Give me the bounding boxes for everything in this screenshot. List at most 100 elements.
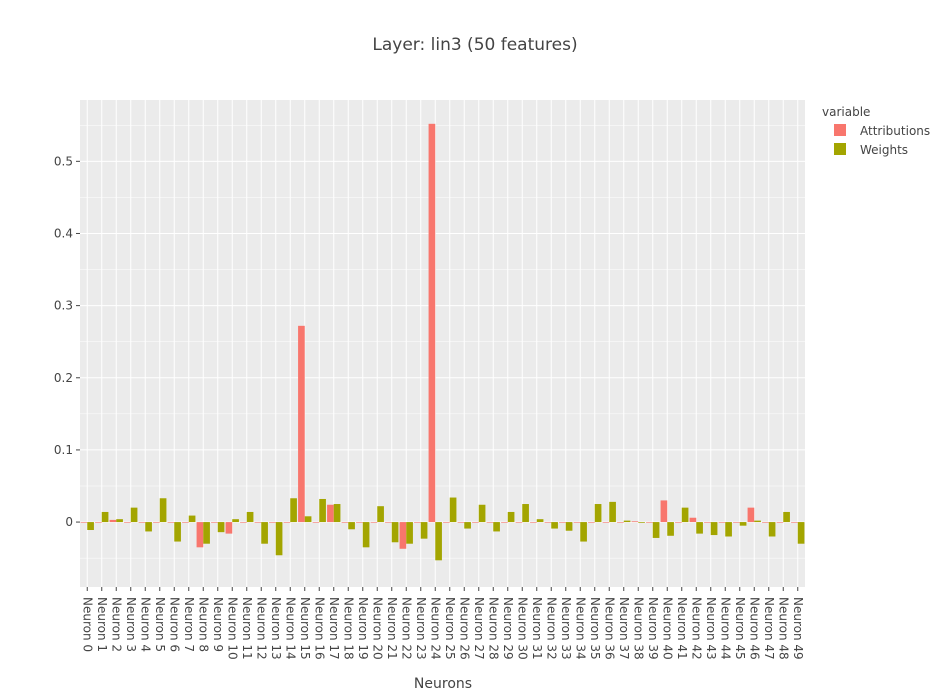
bar-weights-16[interactable] [319, 498, 326, 523]
bar-attributions-21[interactable] [385, 522, 392, 523]
bar-attributions-10[interactable] [225, 522, 233, 534]
bar-attributions-30[interactable] [515, 522, 523, 523]
legend-label-attributions[interactable]: Attributions [860, 124, 930, 138]
bar-attributions-17[interactable] [327, 504, 334, 523]
bar-weights-21[interactable] [391, 522, 399, 543]
bar-weights-20[interactable] [377, 506, 384, 523]
bar-attributions-44[interactable] [718, 522, 726, 523]
bar-attributions-23[interactable] [414, 522, 421, 523]
bar-weights-32[interactable] [551, 522, 558, 529]
bar-weights-13[interactable] [275, 522, 283, 556]
bar-weights-15[interactable] [304, 516, 312, 523]
bar-weights-29[interactable] [507, 511, 515, 523]
bar-attributions-26[interactable] [457, 522, 465, 523]
bar-attributions-37[interactable] [617, 522, 624, 523]
bar-attributions-8[interactable] [196, 522, 204, 548]
bar-attributions-1[interactable] [95, 522, 102, 523]
bar-weights-46[interactable] [754, 520, 761, 523]
bar-weights-14[interactable] [290, 498, 297, 523]
bar-attributions-14[interactable] [283, 522, 291, 523]
bar-weights-40[interactable] [667, 522, 674, 536]
bar-weights-25[interactable] [449, 497, 457, 523]
bar-attributions-16[interactable] [312, 522, 320, 523]
bar-weights-3[interactable] [130, 507, 138, 523]
bar-weights-11[interactable] [246, 511, 254, 523]
bar-attributions-31[interactable] [530, 522, 537, 523]
bar-attributions-47[interactable] [762, 522, 769, 523]
bar-weights-27[interactable] [478, 504, 486, 523]
bar-weights-41[interactable] [681, 507, 689, 523]
bar-attributions-24[interactable] [428, 123, 436, 523]
bar-weights-38[interactable] [638, 522, 645, 523]
bar-weights-18[interactable] [348, 522, 355, 530]
bar-weights-24[interactable] [435, 522, 442, 561]
bar-weights-7[interactable] [188, 515, 196, 523]
bar-weights-22[interactable] [406, 522, 413, 544]
bar-weights-1[interactable] [101, 511, 109, 523]
bar-attributions-41[interactable] [675, 522, 682, 523]
bar-weights-23[interactable] [420, 522, 428, 539]
bar-weights-49[interactable] [797, 522, 805, 544]
bar-attributions-18[interactable] [341, 522, 349, 523]
bar-attributions-29[interactable] [501, 522, 508, 523]
bar-attributions-15[interactable] [298, 325, 305, 523]
bar-attributions-42[interactable] [689, 517, 697, 523]
bar-attributions-32[interactable] [544, 522, 552, 523]
bar-attributions-7[interactable] [182, 522, 189, 523]
bar-weights-9[interactable] [217, 522, 225, 533]
bar-weights-28[interactable] [493, 522, 500, 532]
bar-attributions-27[interactable] [472, 522, 479, 523]
bar-weights-30[interactable] [522, 504, 529, 523]
bar-weights-47[interactable] [768, 522, 776, 537]
bar-weights-43[interactable] [710, 522, 718, 536]
bar-weights-42[interactable] [696, 522, 703, 534]
bar-attributions-33[interactable] [559, 522, 566, 523]
bar-attributions-9[interactable] [211, 522, 218, 523]
bar-weights-8[interactable] [203, 522, 210, 544]
bar-weights-6[interactable] [174, 522, 181, 542]
bar-weights-0[interactable] [87, 522, 94, 531]
bar-attributions-2[interactable] [109, 519, 117, 523]
bar-attributions-28[interactable] [486, 522, 494, 523]
bar-attributions-0[interactable] [80, 522, 88, 523]
bar-weights-5[interactable] [159, 498, 167, 523]
bar-attributions-35[interactable] [588, 522, 595, 523]
bar-weights-17[interactable] [333, 504, 341, 523]
bar-attributions-11[interactable] [240, 522, 247, 523]
bar-attributions-38[interactable] [631, 521, 639, 523]
bar-weights-12[interactable] [261, 522, 268, 544]
bar-weights-4[interactable] [145, 522, 152, 532]
bar-attributions-46[interactable] [747, 507, 755, 523]
bar-weights-19[interactable] [362, 522, 370, 548]
bar-attributions-49[interactable] [791, 522, 798, 523]
bar-weights-48[interactable] [783, 511, 790, 523]
bar-attributions-48[interactable] [776, 522, 784, 523]
bar-weights-26[interactable] [464, 522, 471, 529]
bar-attributions-36[interactable] [602, 522, 610, 523]
bar-weights-33[interactable] [565, 522, 573, 531]
bar-attributions-13[interactable] [269, 522, 276, 523]
bar-attributions-22[interactable] [399, 522, 407, 549]
bar-attributions-40[interactable] [660, 500, 668, 523]
bar-attributions-43[interactable] [704, 522, 711, 523]
bar-weights-35[interactable] [594, 504, 602, 523]
bar-weights-39[interactable] [652, 522, 660, 538]
bar-attributions-6[interactable] [167, 522, 175, 523]
bar-weights-36[interactable] [609, 501, 616, 523]
bar-attributions-12[interactable] [254, 522, 262, 523]
bar-attributions-45[interactable] [733, 522, 740, 523]
bar-attributions-4[interactable] [138, 522, 146, 523]
bar-weights-45[interactable] [739, 522, 747, 526]
bar-attributions-25[interactable] [443, 522, 450, 523]
bar-attributions-19[interactable] [356, 522, 363, 523]
bar-attributions-5[interactable] [153, 522, 160, 523]
bar-weights-44[interactable] [725, 522, 732, 537]
bar-weights-37[interactable] [623, 520, 631, 523]
bar-attributions-34[interactable] [573, 522, 581, 523]
bar-attributions-39[interactable] [646, 522, 653, 523]
bar-attributions-20[interactable] [370, 522, 378, 523]
bar-attributions-3[interactable] [124, 522, 131, 523]
bar-weights-10[interactable] [232, 519, 239, 523]
bar-weights-34[interactable] [580, 522, 587, 542]
legend-label-weights[interactable]: Weights [860, 143, 908, 157]
